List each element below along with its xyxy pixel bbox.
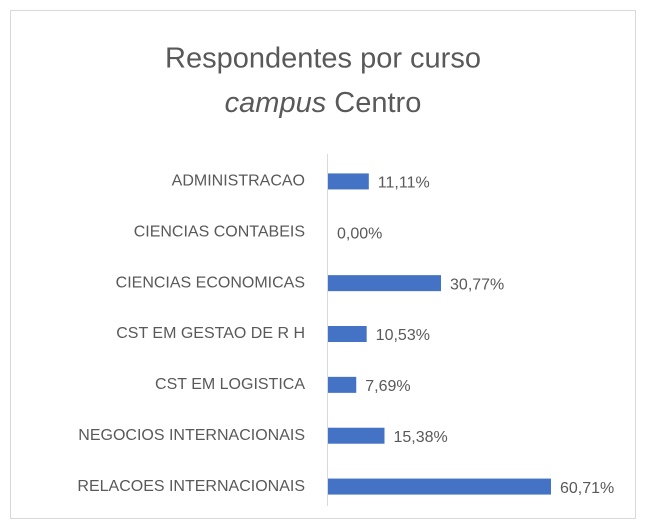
data-label: 0,00%: [337, 226, 382, 243]
bar: [328, 173, 369, 190]
bar: [328, 376, 357, 393]
data-label: 7,69%: [365, 378, 410, 395]
category-label: ADMINISTRACAO: [172, 173, 305, 190]
bar: [328, 427, 385, 444]
category-label: CST EM LOGISTICA: [155, 376, 305, 393]
bar: [328, 275, 442, 292]
category-label: RELACOES INTERNACIONAIS: [77, 478, 305, 495]
chart-frame: [10, 10, 636, 519]
data-label: 60,71%: [560, 480, 614, 497]
category-label: CIENCIAS ECONOMICAS: [116, 274, 305, 291]
bar: [328, 478, 551, 495]
data-label: 11,11%: [378, 175, 430, 192]
subtitle-italic: campus: [225, 87, 327, 119]
data-label: 10,53%: [376, 327, 430, 344]
chart-subtitle: campus Centro: [225, 87, 422, 119]
chart-title: Respondentes por curso: [165, 43, 481, 75]
category-label: CIENCIAS CONTABEIS: [134, 224, 305, 241]
data-label: 30,77%: [450, 276, 504, 293]
bar: [328, 326, 367, 342]
category-label: CST EM GESTAO DE R H: [116, 325, 305, 342]
subtitle-rest: Centro: [334, 87, 421, 119]
data-label: 15,38%: [393, 429, 447, 446]
category-label: NEGOCIOS INTERNACIONAIS: [78, 427, 305, 444]
